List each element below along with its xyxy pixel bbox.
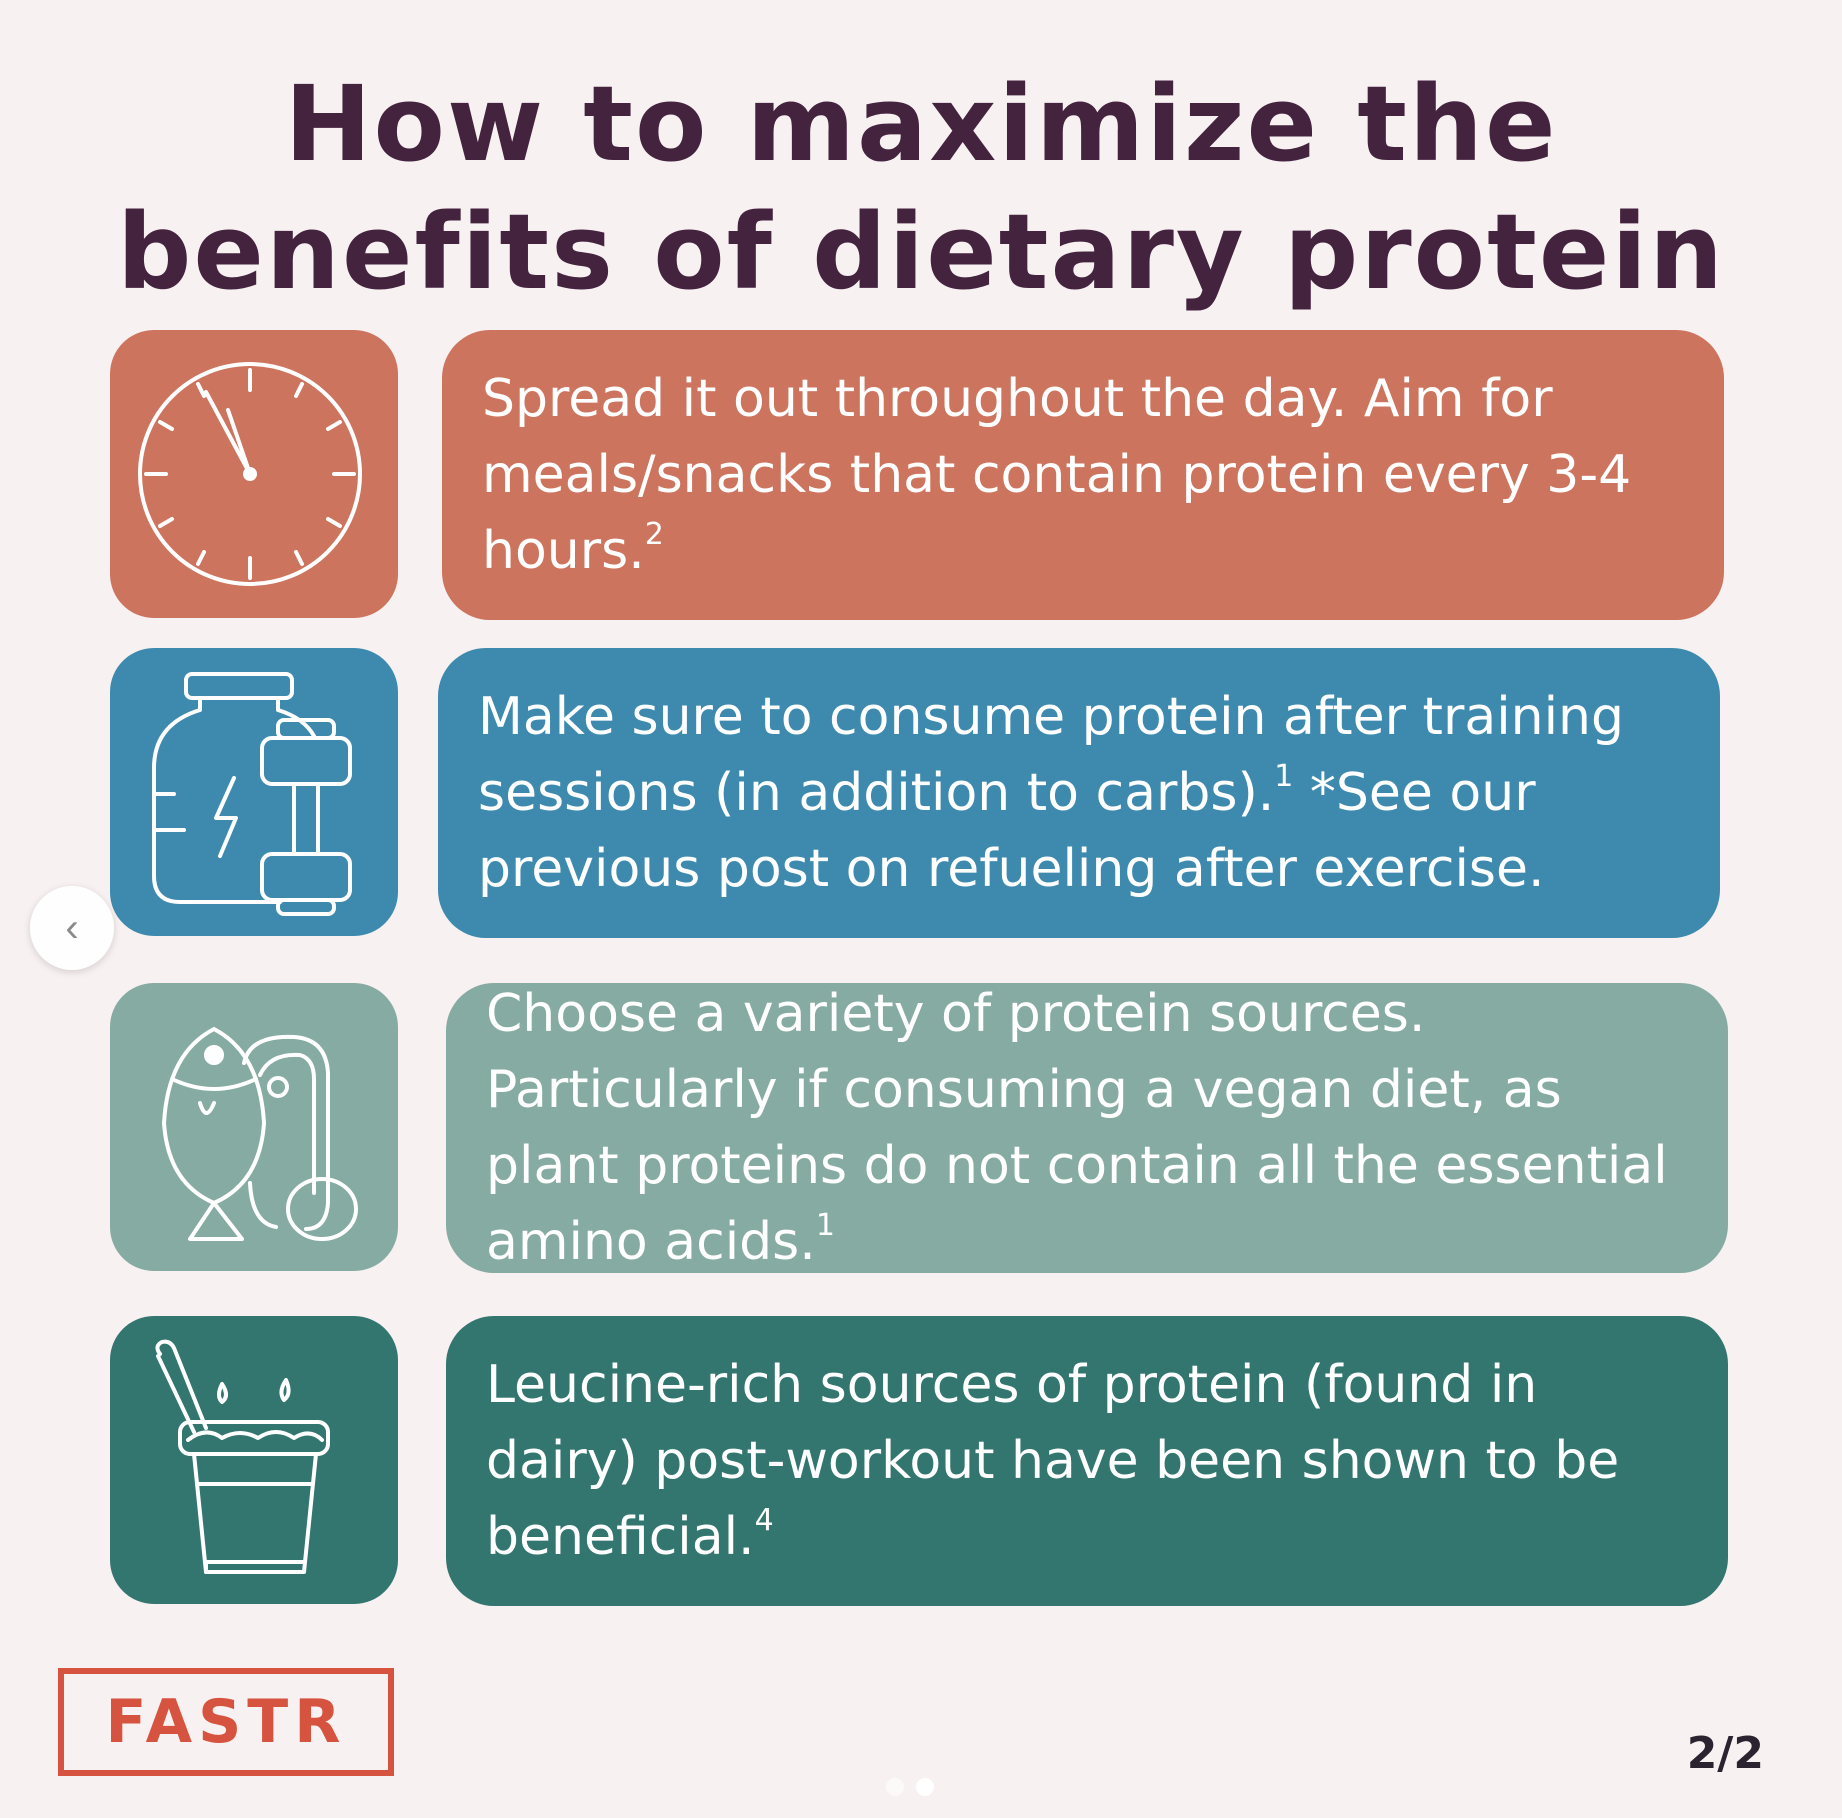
tip-reference: 1	[1274, 759, 1294, 794]
tip-card-variety: Choose a variety of protein sources. Par…	[446, 983, 1728, 1273]
protein-jar-dumbbell-icon	[110, 648, 398, 936]
page-title: How to maximize the benefits of dietary …	[0, 60, 1842, 316]
tip-text: Choose a variety of protein sources. Par…	[486, 984, 1668, 1272]
title-line-1: How to maximize the	[284, 63, 1558, 185]
tip-card-spread-protein: Spread it out throughout the day. Aim fo…	[442, 330, 1724, 620]
tip-text: Make sure to consume protein after train…	[478, 687, 1625, 823]
tip-reference: 4	[754, 1503, 774, 1538]
title-line-2: benefits of dietary protein	[116, 191, 1726, 313]
tip-card-leucine: Leucine-rich sources of protein (found i…	[446, 1316, 1728, 1606]
carousel-dots	[886, 1778, 934, 1796]
logo-text: FASTR	[105, 1687, 347, 1757]
clock-icon	[110, 330, 398, 618]
fish-meat-egg-icon	[110, 983, 398, 1271]
tip-text: Leucine-rich sources of protein (found i…	[486, 1355, 1620, 1567]
fastr-logo: FASTR	[58, 1668, 394, 1776]
carousel-dot-active[interactable]	[916, 1778, 934, 1796]
chevron-left-icon: ‹	[65, 905, 79, 950]
tip-reference: 2	[644, 517, 664, 552]
page-indicator: 2/2	[1686, 1728, 1764, 1779]
tip-reference: 1	[815, 1208, 835, 1243]
tip-note: *See our previous post on refueling afte…	[478, 763, 1545, 899]
carousel-prev-button[interactable]: ‹	[30, 886, 114, 970]
tip-card-post-training: Make sure to consume protein after train…	[438, 648, 1720, 938]
yogurt-icon	[110, 1316, 398, 1604]
carousel-dot[interactable]	[886, 1778, 904, 1796]
tip-text: Spread it out throughout the day. Aim fo…	[482, 369, 1632, 581]
